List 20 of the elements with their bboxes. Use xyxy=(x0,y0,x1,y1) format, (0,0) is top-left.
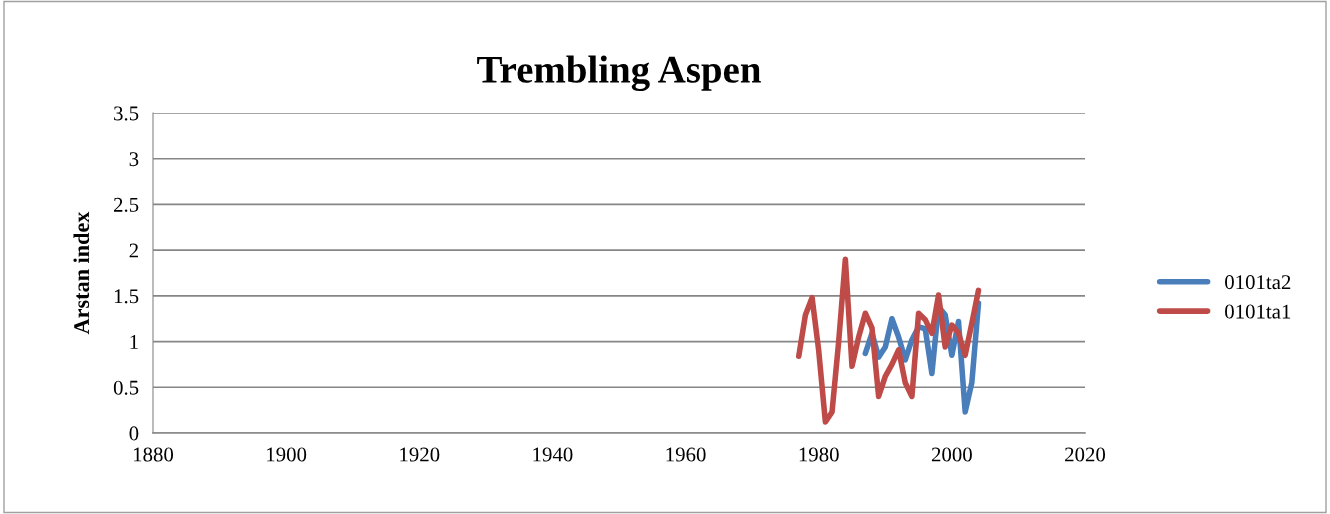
y-tick-label: 0 xyxy=(129,426,139,441)
y-tick-label: 2.5 xyxy=(113,197,139,212)
x-tick-label: 1880 xyxy=(134,447,174,462)
y-tick-label: 3 xyxy=(129,152,139,167)
y-tick-label: 2 xyxy=(129,243,138,258)
legend-label: 0101ta1 xyxy=(1225,304,1291,319)
x-tick-label: 1900 xyxy=(267,447,307,462)
x-tick-label: 2000 xyxy=(931,447,972,462)
x-tick-label: 1980 xyxy=(799,447,839,462)
y-tick-label: 1 xyxy=(130,335,138,349)
y-tick-label: 1.5 xyxy=(114,289,139,304)
y-tick-label: 0.5 xyxy=(113,380,139,395)
x-tick-label: 1920 xyxy=(400,447,440,462)
chart-title: Trembling Aspen xyxy=(477,55,761,92)
y-tick-label: 3.5 xyxy=(114,106,139,121)
legend-label: 0101ta2 xyxy=(1225,275,1291,290)
x-tick-label: 1940 xyxy=(533,447,573,462)
x-tick-label: 1960 xyxy=(666,447,706,462)
x-tick-label: 2020 xyxy=(1065,447,1106,462)
y-axis-title: Arstan index xyxy=(73,211,90,335)
